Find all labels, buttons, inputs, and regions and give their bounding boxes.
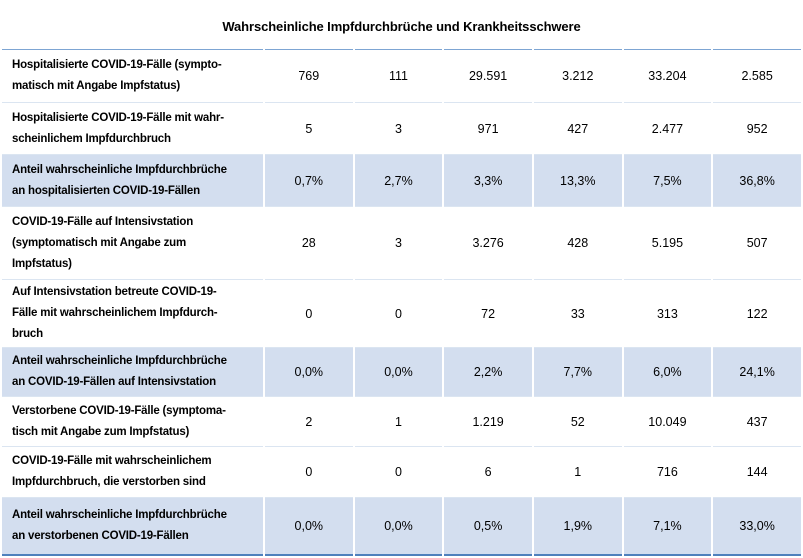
cell-value: 1 bbox=[533, 446, 622, 497]
cell-value: 2.477 bbox=[623, 102, 712, 154]
cell-value: 971 bbox=[444, 102, 532, 154]
cell-value: 0,7% bbox=[264, 154, 353, 206]
table-row: Verstorbene COVID-19-Fälle (symptoma- ti… bbox=[2, 396, 801, 446]
cell-value: 2,7% bbox=[354, 154, 443, 206]
row-label: COVID-19-Fälle auf Intensivstation (symp… bbox=[2, 206, 263, 279]
cell-value: 144 bbox=[713, 446, 801, 497]
cell-value: 24,1% bbox=[713, 347, 801, 396]
cell-value: 2.585 bbox=[713, 49, 801, 102]
cell-value: 769 bbox=[264, 49, 353, 102]
table-row-highlighted: Anteil wahrscheinliche Impfdurchbrüche a… bbox=[2, 347, 801, 396]
cell-value: 0,0% bbox=[354, 497, 443, 556]
table-row: COVID-19-Fälle mit wahrscheinlichem Impf… bbox=[2, 446, 801, 497]
table-row: Hospitalisierte COVID-19-Fälle (sympto- … bbox=[2, 49, 801, 102]
row-label: Anteil wahrscheinliche Impfdurchbrüche a… bbox=[2, 154, 263, 206]
row-label: Hospitalisierte COVID-19-Fälle mit wahr-… bbox=[2, 102, 263, 154]
cell-value: 3.212 bbox=[533, 49, 622, 102]
cell-value: 3,3% bbox=[444, 154, 532, 206]
row-label: Anteil wahrscheinliche Impfdurchbrüche a… bbox=[2, 497, 263, 556]
cell-value: 111 bbox=[354, 49, 443, 102]
cell-value: 0 bbox=[354, 279, 443, 347]
cell-value: 36,8% bbox=[713, 154, 801, 206]
row-label: COVID-19-Fälle mit wahrscheinlichem Impf… bbox=[2, 446, 263, 497]
cell-value: 28 bbox=[264, 206, 353, 279]
cell-value: 0,0% bbox=[264, 347, 353, 396]
cell-value: 437 bbox=[713, 396, 801, 446]
table-title-bar: Wahrscheinliche Impfdurchbrüche und Kran… bbox=[0, 0, 803, 49]
impfdurchbrueche-table: Hospitalisierte COVID-19-Fälle (sympto- … bbox=[0, 49, 803, 556]
cell-value: 5 bbox=[264, 102, 353, 154]
cell-value: 427 bbox=[533, 102, 622, 154]
cell-value: 3.276 bbox=[444, 206, 532, 279]
cell-value: 6 bbox=[444, 446, 532, 497]
cell-value: 10.049 bbox=[623, 396, 712, 446]
cell-value: 52 bbox=[533, 396, 622, 446]
row-label: Anteil wahrscheinliche Impfdurchbrüche a… bbox=[2, 347, 263, 396]
cell-value: 0,5% bbox=[444, 497, 532, 556]
table-body: Hospitalisierte COVID-19-Fälle (sympto- … bbox=[2, 49, 801, 556]
cell-value: 72 bbox=[444, 279, 532, 347]
cell-value: 6,0% bbox=[623, 347, 712, 396]
cell-value: 7,5% bbox=[623, 154, 712, 206]
cell-value: 3 bbox=[354, 206, 443, 279]
cell-value: 952 bbox=[713, 102, 801, 154]
row-label: Hospitalisierte COVID-19-Fälle (sympto- … bbox=[2, 49, 263, 102]
cell-value: 2,2% bbox=[444, 347, 532, 396]
table-title: Wahrscheinliche Impfdurchbrüche und Kran… bbox=[222, 19, 581, 34]
cell-value: 29.591 bbox=[444, 49, 532, 102]
cell-value: 13,3% bbox=[533, 154, 622, 206]
cell-value: 5.195 bbox=[623, 206, 712, 279]
cell-value: 0 bbox=[354, 446, 443, 497]
cell-value: 428 bbox=[533, 206, 622, 279]
cell-value: 0 bbox=[264, 446, 353, 497]
table-row-highlighted: Anteil wahrscheinliche Impfdurchbrüche a… bbox=[2, 154, 801, 206]
cell-value: 7,7% bbox=[533, 347, 622, 396]
cell-value: 1.219 bbox=[444, 396, 532, 446]
cell-value: 2 bbox=[264, 396, 353, 446]
cell-value: 3 bbox=[354, 102, 443, 154]
table-row: Hospitalisierte COVID-19-Fälle mit wahr-… bbox=[2, 102, 801, 154]
table-row: Auf Intensivstation betreute COVID-19- F… bbox=[2, 279, 801, 347]
cell-value: 0,0% bbox=[354, 347, 443, 396]
cell-value: 1,9% bbox=[533, 497, 622, 556]
cell-value: 0 bbox=[264, 279, 353, 347]
cell-value: 313 bbox=[623, 279, 712, 347]
table-row: COVID-19-Fälle auf Intensivstation (symp… bbox=[2, 206, 801, 279]
cell-value: 0,0% bbox=[264, 497, 353, 556]
table-row-highlighted: Anteil wahrscheinliche Impfdurchbrüche a… bbox=[2, 497, 801, 556]
cell-value: 716 bbox=[623, 446, 712, 497]
cell-value: 7,1% bbox=[623, 497, 712, 556]
cell-value: 122 bbox=[713, 279, 801, 347]
cell-value: 507 bbox=[713, 206, 801, 279]
row-label: Verstorbene COVID-19-Fälle (symptoma- ti… bbox=[2, 396, 263, 446]
row-label: Auf Intensivstation betreute COVID-19- F… bbox=[2, 279, 263, 347]
cell-value: 33.204 bbox=[623, 49, 712, 102]
cell-value: 33 bbox=[533, 279, 622, 347]
cell-value: 1 bbox=[354, 396, 443, 446]
cell-value: 33,0% bbox=[713, 497, 801, 556]
